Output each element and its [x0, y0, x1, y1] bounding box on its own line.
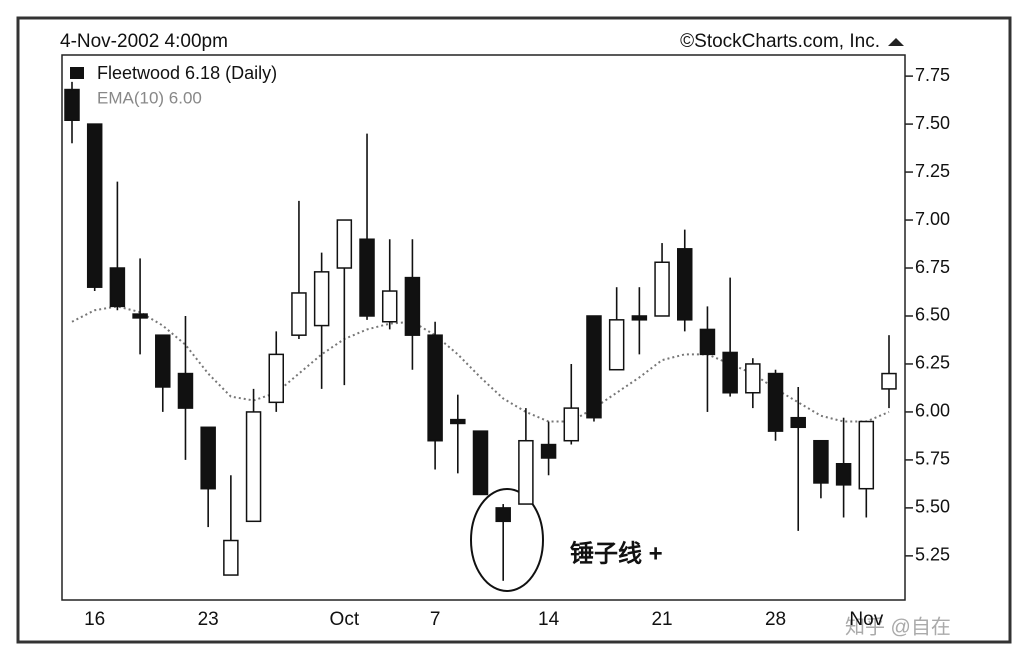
y-tick-label: 6.75 — [915, 257, 950, 277]
x-tick-label: 16 — [84, 609, 105, 630]
candle-body — [835, 463, 852, 486]
candle-body — [563, 407, 580, 442]
y-tick-label: 6.25 — [915, 353, 950, 373]
candle-body — [858, 420, 875, 490]
x-tick-label: 21 — [651, 609, 672, 630]
candle-body — [495, 507, 511, 523]
y-tick-label: 6.50 — [915, 305, 950, 325]
candle-body — [881, 372, 897, 390]
candle-body — [109, 267, 126, 308]
y-tick-label: 7.25 — [915, 161, 950, 181]
candle-body — [313, 271, 330, 327]
annotation: 锤子线 + — [570, 539, 663, 567]
candle-body — [64, 88, 80, 121]
candle-body — [155, 334, 171, 388]
x-tick-label: Oct — [330, 609, 360, 630]
candle-body — [245, 411, 262, 523]
candle-body — [745, 363, 761, 394]
candle-body — [336, 219, 353, 269]
candle-body — [427, 334, 443, 442]
candle-body — [86, 123, 103, 288]
x-tick-label: 23 — [198, 609, 219, 630]
candle-body — [223, 539, 239, 576]
y-tick-label: 5.75 — [915, 449, 950, 469]
x-tick-label: 14 — [538, 609, 560, 630]
candle-body — [767, 372, 784, 432]
source: ©StockCharts.com, Inc. — [680, 31, 880, 52]
candle-body — [177, 372, 194, 409]
scroll-icon — [888, 38, 904, 46]
plot-frame — [61, 54, 906, 601]
x-tick-label: 7 — [430, 609, 441, 630]
candle-body — [722, 351, 738, 394]
y-tick-label: 7.00 — [915, 209, 950, 229]
candle-body — [291, 292, 307, 336]
candle-body — [132, 313, 148, 319]
y-tick-label: 7.50 — [915, 113, 950, 133]
candle-body — [677, 248, 693, 321]
y-tick-label: 5.25 — [915, 545, 950, 565]
watermark: 知乎 @自在 — [845, 615, 951, 638]
candle-body — [631, 315, 648, 321]
candle-body — [200, 426, 216, 490]
y-tick-label: 6.00 — [915, 401, 950, 421]
x-tick-label: 28 — [765, 609, 786, 630]
y-tick-label: 7.75 — [915, 65, 950, 85]
candle-body — [450, 418, 466, 425]
candle-body — [654, 261, 670, 317]
candle-body — [813, 439, 829, 484]
candle-body — [359, 238, 375, 317]
candle-body — [518, 439, 534, 505]
candle-body — [381, 290, 398, 323]
candle-body — [540, 443, 557, 459]
ema-line — [71, 305, 890, 423]
candle-body — [790, 416, 806, 429]
highlight-circle — [470, 488, 544, 592]
candle-body — [268, 353, 284, 404]
candle-body — [404, 276, 421, 336]
x-tick-label: Nov — [849, 609, 883, 630]
candle-body — [699, 328, 716, 356]
legend-ema: EMA(10) 6.00 — [97, 88, 202, 107]
candle-body — [472, 430, 489, 496]
header-date: 4-Nov-2002 4:00pm — [60, 31, 228, 52]
outer-frame — [16, 16, 1012, 644]
legend-icon — [70, 67, 84, 79]
y-tick-label: 5.50 — [915, 497, 950, 517]
candle-body — [608, 319, 625, 371]
legend-price: Fleetwood 6.18 (Daily) — [97, 63, 277, 83]
candle-body — [586, 315, 602, 419]
